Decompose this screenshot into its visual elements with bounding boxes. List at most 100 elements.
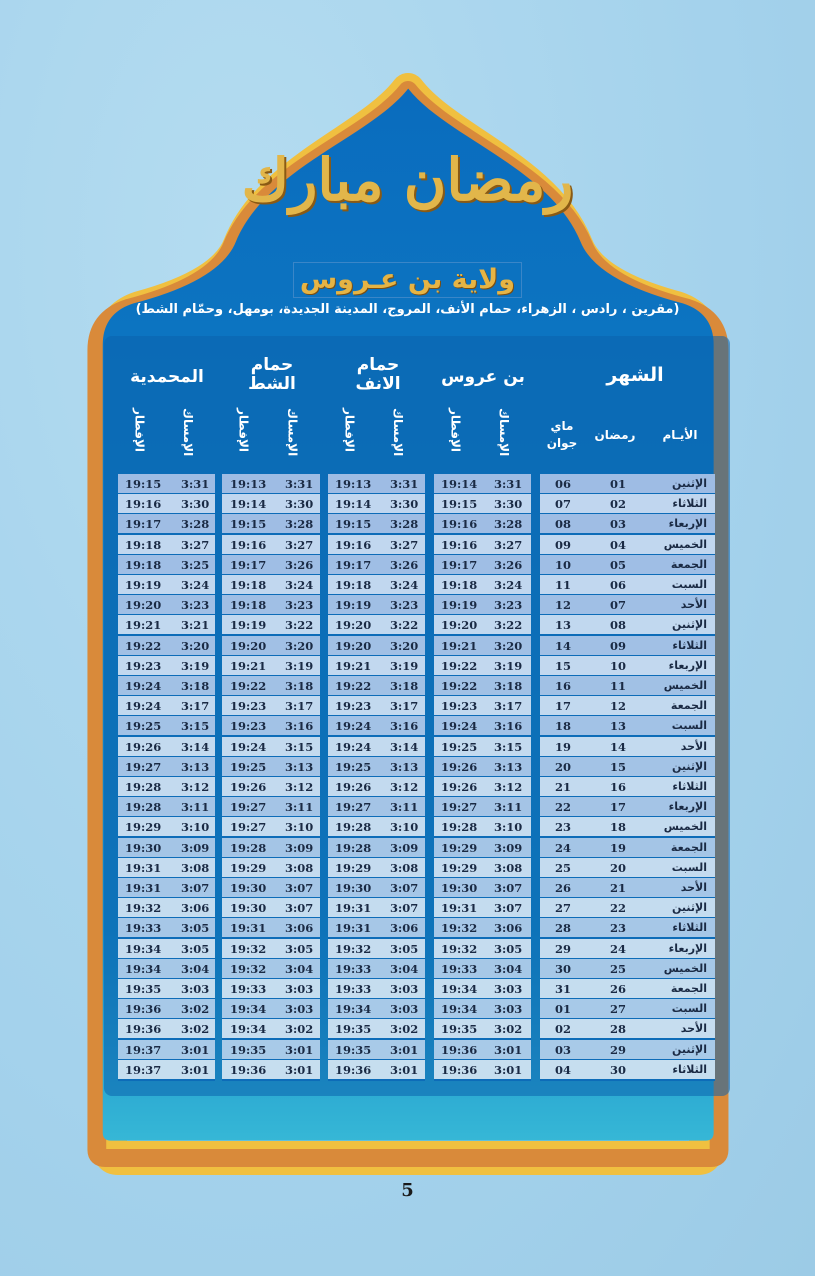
ramadan-day: 14: [610, 739, 627, 754]
day: السبت: [671, 719, 707, 733]
panel-hammam-lif: 3:31 19:13 3:30 19:14 3:28 19:15 3:27 19:16 3:26…: [328, 474, 425, 1081]
ramadan-day: 19: [610, 840, 627, 855]
table-row: 3:10 19:29: [118, 817, 215, 837]
panel-month: الإثنين 01 06 الثلاثاء 02 07 الإربعاء 03 08 الخمي…: [540, 474, 715, 1081]
ben-arous-iftar: 19:28: [441, 820, 478, 835]
hammam-chatt-iftar: 19:30: [230, 881, 267, 895]
table-row: 3:26 19:17: [328, 554, 425, 574]
ramadan-day: 23: [610, 921, 627, 936]
mohammadia-iftar: 19:18: [125, 557, 162, 572]
table-row: الأحد 14 19: [540, 736, 715, 756]
mohammadia-imsak: 3:01: [181, 1062, 210, 1077]
hammam-chatt-iftar: 19:34: [230, 1022, 267, 1037]
mohammadia-imsak: 3:19: [181, 658, 210, 673]
hammam-lif-imsak: 3:07: [390, 881, 419, 895]
mohammadia-imsak: 3:18: [181, 679, 210, 693]
mohammadia-imsak: 3:08: [181, 860, 210, 875]
hammam-chatt-iftar: 19:13: [230, 477, 267, 491]
table-row: 3:12 19:26: [434, 777, 531, 796]
hammam-lif-iftar: 19:34: [335, 1002, 372, 1017]
ramadan-day: 22: [610, 901, 627, 916]
table-row: 3:19 19:21: [222, 655, 320, 675]
mohammadia-iftar: 19:20: [125, 598, 162, 613]
hammam-chatt-imsak: 3:17: [285, 699, 314, 714]
header-gregorian: ماي جوان: [546, 419, 578, 450]
table-row: 3:17 19:23: [222, 696, 320, 716]
ben-arous-iftar: 19:32: [441, 921, 478, 936]
mohammadia-iftar: 19:30: [125, 840, 162, 855]
table-row: 3:07 19:30: [222, 878, 320, 897]
hammam-lif-iftar: 19:31: [335, 901, 372, 916]
ben-arous-iftar: 19:20: [441, 618, 478, 633]
table-row: 3:16 19:24: [328, 716, 425, 736]
gregorian-day: 01: [555, 1002, 572, 1017]
hammam-lif-iftar: 19:28: [335, 820, 372, 835]
gregorian-day: 14: [555, 638, 572, 653]
hammam-lif-iftar: 19:32: [335, 941, 372, 956]
hammam-chatt-iftar: 19:35: [230, 1042, 267, 1057]
hammam-chatt-iftar: 19:15: [230, 517, 267, 532]
hammam-chatt-iftar: 19:21: [230, 658, 267, 673]
day: الجمعة: [670, 982, 707, 995]
hammam-chatt-iftar: 19:31: [230, 921, 267, 936]
table-row: 3:08 19:29: [434, 857, 531, 877]
hammam-lif-imsak: 3:23: [390, 598, 419, 613]
hammam-chatt-iftar: 19:27: [230, 800, 267, 815]
ben-arous-imsak: 3:30: [494, 497, 523, 512]
hammam-lif-iftar: 19:28: [335, 840, 372, 855]
ben-arous-imsak: 3:31: [494, 477, 523, 491]
header-imsak: الإمساك: [390, 408, 405, 457]
ramadan-day: 06: [610, 578, 627, 592]
table-row: 3:22 19:20: [328, 615, 425, 635]
table-row: 3:04 19:33: [434, 958, 531, 978]
mohammadia-imsak: 3:15: [181, 719, 210, 734]
table-row: 3:19 19:21: [328, 655, 425, 675]
hammam-lif-iftar: 19:20: [335, 618, 372, 633]
table-row: 3:18 19:22: [222, 676, 320, 695]
table-row: 3:01 19:36: [434, 1039, 531, 1059]
mohammadia-imsak: 3:12: [181, 780, 210, 794]
table-row: 3:01 19:37: [118, 1059, 215, 1079]
table-row: 3:05 19:32: [222, 938, 320, 958]
table-row: 3:10 19:28: [434, 817, 531, 837]
hammam-chatt-iftar: 19:18: [230, 598, 267, 613]
ben-arous-imsak: 3:17: [494, 699, 523, 714]
table-row: 3:01 19:37: [118, 1039, 215, 1059]
gregorian-day: 30: [555, 961, 572, 976]
hammam-lif-imsak: 3:28: [390, 517, 419, 532]
header-iftar: الإفطار: [132, 408, 147, 453]
table-row: 3:30 19:16: [118, 494, 215, 514]
table-row: السبت 27 01: [540, 999, 715, 1019]
table-row: 3:23 19:19: [434, 595, 531, 615]
table-row: 3:03 19:34: [434, 979, 531, 998]
gregorian-day: 07: [555, 497, 572, 512]
hammam-lif-iftar: 19:26: [335, 780, 372, 794]
hammam-lif-imsak: 3:22: [390, 618, 419, 633]
mohammadia-imsak: 3:05: [181, 941, 210, 956]
mohammadia-imsak: 3:01: [181, 1042, 210, 1057]
table-row: 3:28 19:16: [434, 514, 531, 534]
hammam-lif-iftar: 19:15: [335, 517, 372, 532]
table-row: 3:09 19:28: [222, 837, 320, 857]
mohammadia-imsak: 3:02: [181, 1002, 210, 1017]
header-hammam-lif: حمام الانف: [355, 355, 401, 394]
mohammadia-imsak: 3:23: [181, 598, 210, 613]
ben-arous-iftar: 19:34: [441, 982, 478, 996]
ramadan-day: 29: [610, 1042, 627, 1057]
table-row: 3:30 19:14: [222, 494, 320, 514]
ben-arous-iftar: 19:35: [441, 1022, 478, 1037]
table-row: 3:05 19:32: [434, 938, 531, 958]
table-row: 3:17 19:23: [434, 696, 531, 716]
mohammadia-imsak: 3:13: [181, 759, 210, 774]
day: الجمعة: [670, 699, 707, 713]
hammam-lif-imsak: 3:30: [390, 497, 419, 512]
hammam-chatt-imsak: 3:03: [285, 1002, 314, 1017]
hammam-chatt-iftar: 19:36: [230, 1062, 267, 1077]
mohammadia-iftar: 19:34: [125, 941, 162, 956]
mohammadia-iftar: 19:23: [125, 658, 162, 673]
table-row: 3:14 19:24: [328, 736, 425, 756]
ben-arous-iftar: 19:29: [441, 860, 478, 875]
table-row: 3:02 19:34: [222, 1019, 320, 1039]
subtitle: (مقرين ، رادس ، الزهراء، حمام الأنف، الم…: [135, 302, 680, 317]
table-row: 3:20 19:20: [222, 635, 320, 655]
